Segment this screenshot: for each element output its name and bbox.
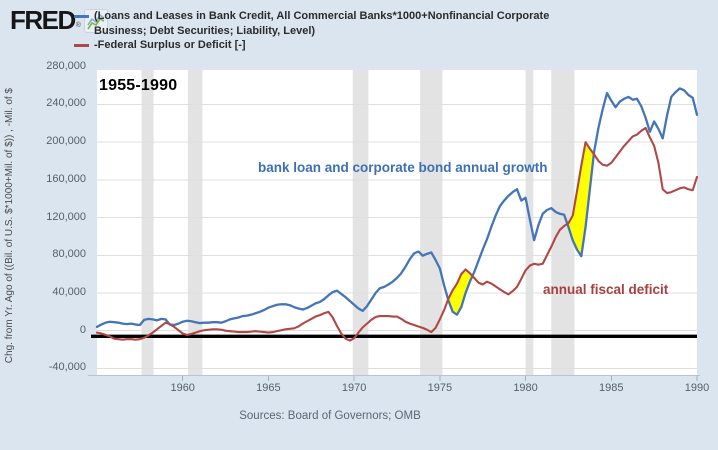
fred-logo: FRED ® bbox=[10, 5, 108, 35]
recession-band bbox=[420, 70, 443, 375]
legend-label-loans: (Loans and Leases in Bank Credit, All Co… bbox=[94, 10, 550, 37]
highlight-region bbox=[448, 269, 473, 315]
recession-band bbox=[551, 70, 575, 375]
recession-band bbox=[141, 70, 154, 375]
registered-mark: ® bbox=[75, 22, 81, 29]
y-tick-label: 160,000 bbox=[46, 172, 86, 185]
legend: (Loans and Leases in Bank Credit, All Co… bbox=[74, 9, 654, 53]
y-tick-label: 240,000 bbox=[46, 97, 86, 110]
y-tick-label: -40,000 bbox=[48, 361, 86, 374]
fred-logo-text: FRED bbox=[10, 5, 76, 35]
x-tick-label: 1980 bbox=[513, 382, 538, 394]
y-axis-title: Chg. from Yr. Ago of ((Bil. of U.S. $*10… bbox=[4, 88, 15, 364]
x-tick-label: 1985 bbox=[599, 382, 624, 394]
y-tick-label: 200,000 bbox=[46, 135, 86, 148]
chart-title-annotation: 1955-1990 bbox=[99, 77, 178, 94]
source-caption: Sources: Board of Governors; OMB bbox=[239, 410, 421, 422]
annotation-bank-loan-growth: bank loan and corporate bond annual grow… bbox=[258, 160, 548, 175]
annotation-fiscal-deficit: annual fiscal deficit bbox=[543, 282, 669, 297]
x-tick-label: 1965 bbox=[256, 382, 281, 394]
x-tick-label: 1960 bbox=[170, 382, 195, 394]
x-tick-label: 1970 bbox=[341, 382, 367, 394]
y-tick-label: 0 bbox=[79, 323, 86, 336]
series-line-bank-loans[interactable] bbox=[95, 87, 699, 329]
legend-item-deficit: -Federal Surplus or Deficit [-] bbox=[74, 38, 654, 53]
x-tick-label: 1990 bbox=[684, 382, 710, 394]
y-tick-label: 40,000 bbox=[52, 285, 86, 298]
line-chart-icon bbox=[83, 9, 108, 33]
y-tick-label: 120,000 bbox=[46, 210, 86, 223]
legend-swatch-blue bbox=[74, 15, 89, 18]
recession-band bbox=[352, 70, 369, 375]
recession-band bbox=[187, 70, 203, 375]
series-line-federal-deficit[interactable] bbox=[95, 126, 699, 342]
legend-swatch-red bbox=[74, 44, 89, 47]
legend-item-loans: (Loans and Leases in Bank Credit, All Co… bbox=[74, 9, 654, 38]
highlight-region bbox=[567, 142, 594, 257]
legend-label-deficit: -Federal Surplus or Deficit [-] bbox=[94, 39, 246, 51]
x-tick-label: 1975 bbox=[427, 382, 453, 394]
y-tick-label: 280,000 bbox=[46, 59, 86, 72]
plot-area[interactable] bbox=[88, 70, 700, 381]
y-tick-label: 80,000 bbox=[52, 248, 86, 261]
